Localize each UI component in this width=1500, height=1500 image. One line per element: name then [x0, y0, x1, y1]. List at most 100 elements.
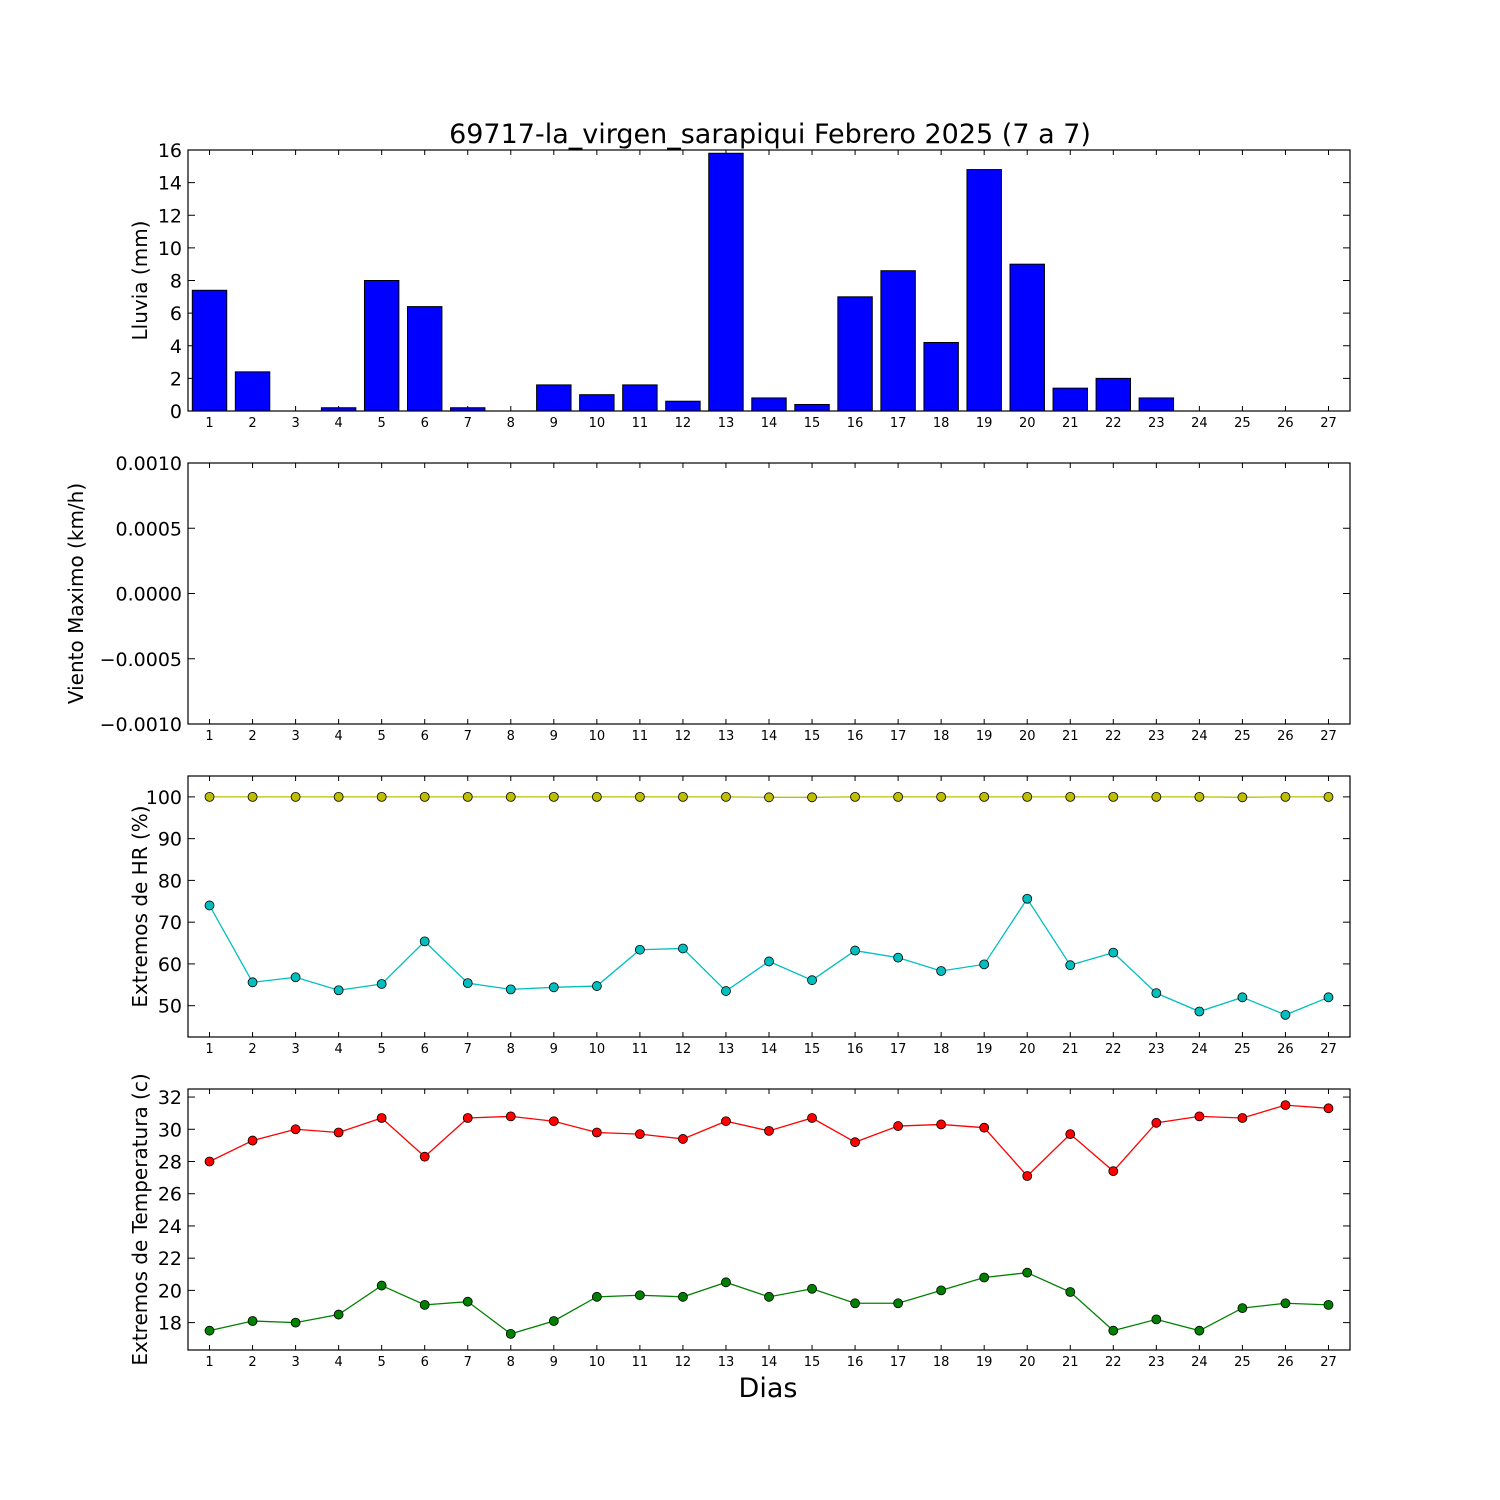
x-tick-label: 17 — [890, 416, 907, 431]
x-tick-label: 3 — [291, 729, 299, 744]
x-tick-label: 6 — [421, 1355, 429, 1370]
x-tick-label: 12 — [675, 1042, 692, 1057]
x-tick-label: 15 — [804, 1355, 821, 1370]
data-point — [376, 1280, 387, 1291]
data-point — [290, 972, 301, 983]
x-tick-label: 23 — [1148, 1355, 1165, 1370]
y-tick-label: 8 — [170, 271, 182, 293]
rain-bar — [406, 306, 443, 412]
y-tick-label: 18 — [158, 1313, 182, 1335]
data-point — [893, 791, 904, 802]
rain-bar — [320, 407, 357, 412]
data-point — [290, 1124, 301, 1135]
y-tick-label: 12 — [158, 205, 182, 227]
x-tick-label: 22 — [1105, 416, 1122, 431]
data-point — [634, 1129, 645, 1140]
x-tick-label: 14 — [761, 1042, 778, 1057]
data-point — [1151, 791, 1162, 802]
data-point — [1323, 992, 1334, 1003]
data-point — [678, 791, 688, 802]
data-point — [764, 956, 774, 967]
x-tick-label: 22 — [1105, 729, 1122, 744]
data-point — [1065, 960, 1076, 971]
x-tick-label: 13 — [718, 416, 735, 431]
x-tick-label: 3 — [291, 1355, 299, 1370]
x-tick-label: 10 — [589, 729, 606, 744]
x-tick-label: 11 — [632, 416, 649, 431]
data-point — [1022, 791, 1033, 802]
x-tick-label: 5 — [378, 729, 386, 744]
data-point — [333, 1309, 344, 1320]
x-tick-label: 12 — [675, 1355, 692, 1370]
data-point — [893, 1121, 904, 1131]
rain-bar — [536, 384, 572, 412]
data-point — [1323, 1103, 1334, 1114]
rain-bar — [837, 296, 873, 412]
x-tick-label: 4 — [334, 729, 342, 744]
x-tick-label: 3 — [291, 416, 299, 431]
y-tick-label: −0.0005 — [100, 649, 182, 671]
x-tick-label: 17 — [890, 1042, 907, 1057]
data-point — [936, 1119, 947, 1130]
data-point — [1194, 1006, 1205, 1017]
data-point — [376, 1113, 387, 1123]
x-tick-label: 25 — [1234, 416, 1251, 431]
x-tick-label: 13 — [718, 729, 735, 744]
data-point — [505, 1328, 516, 1339]
x-tick-label: 14 — [761, 1355, 778, 1370]
data-point — [634, 791, 645, 802]
y-tick-label: 24 — [158, 1216, 182, 1238]
data-point — [1065, 1287, 1076, 1297]
x-tick-label: 21 — [1062, 416, 1079, 431]
rain-bar — [234, 371, 271, 412]
data-point — [1194, 1325, 1205, 1336]
y-tick-label: 16 — [158, 140, 182, 162]
x-tick-label: 19 — [976, 729, 993, 744]
y-tick-label: 0.0005 — [116, 518, 182, 540]
x-tick-label: 5 — [378, 416, 386, 431]
x-tick-label: 7 — [464, 729, 472, 744]
data-point — [376, 791, 387, 802]
rain-bar — [1095, 377, 1132, 412]
x-tick-label: 5 — [378, 1355, 386, 1370]
data-point — [419, 936, 430, 947]
data-point — [462, 791, 473, 802]
x-tick-label: 25 — [1234, 1355, 1251, 1370]
data-point — [1237, 1113, 1248, 1123]
data-point — [1108, 1325, 1119, 1336]
x-tick-label: 10 — [589, 1042, 606, 1057]
y-tick-label: 70 — [158, 912, 182, 934]
x-tick-label: 2 — [248, 416, 256, 431]
x-tick-label: 11 — [632, 1355, 649, 1370]
y-axis-label: Extremos de HR (%) — [128, 805, 152, 1007]
y-tick-label: 30 — [158, 1119, 182, 1141]
x-tick-label: 9 — [550, 729, 558, 744]
rain-bar — [622, 384, 658, 412]
x-tick-label: 8 — [507, 729, 515, 744]
x-tick-label: 16 — [847, 1355, 864, 1370]
x-tick-label: 23 — [1148, 416, 1165, 431]
data-point — [548, 791, 559, 802]
data-point — [1022, 1267, 1033, 1278]
y-tick-label: 80 — [158, 870, 182, 892]
x-tick-label: 22 — [1105, 1042, 1122, 1057]
data-point — [204, 791, 215, 802]
data-point — [807, 792, 817, 803]
data-point — [290, 1317, 301, 1328]
x-tick-label: 18 — [933, 1042, 950, 1057]
data-point — [979, 1272, 990, 1283]
data-point — [548, 1316, 559, 1326]
x-tick-label: 13 — [718, 1042, 735, 1057]
plot-frame — [187, 149, 1351, 412]
data-point — [462, 1113, 473, 1123]
y-tick-label: 0 — [170, 401, 182, 423]
rain-bar — [880, 270, 916, 412]
x-tick-label: 24 — [1191, 1355, 1208, 1370]
x-tick-label: 6 — [421, 416, 429, 431]
rain-bar — [751, 397, 787, 412]
data-point — [979, 959, 990, 970]
data-point — [1280, 791, 1291, 802]
x-tick-label: 19 — [976, 416, 993, 431]
